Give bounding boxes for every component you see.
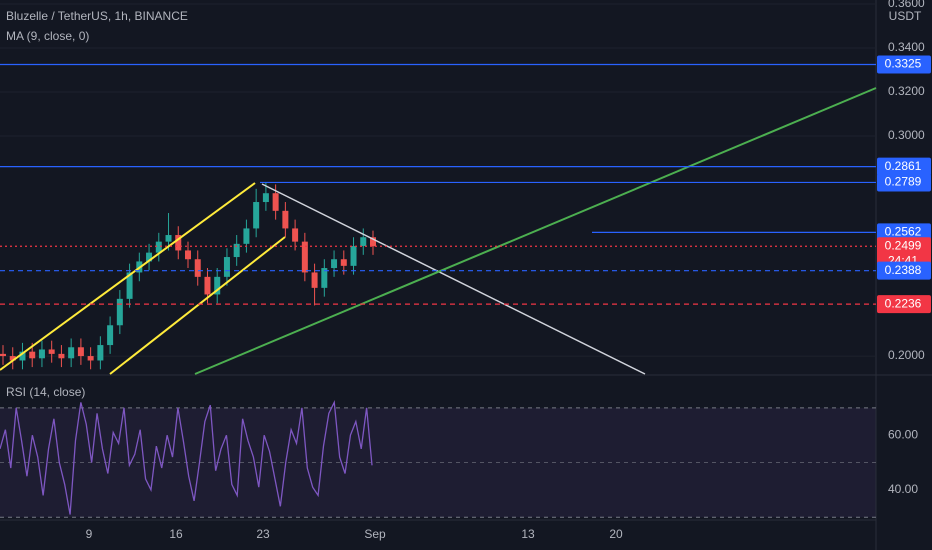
price-tag [877, 237, 931, 270]
candle-body [194, 259, 201, 277]
price-tag-label: 0.2562 [885, 225, 922, 239]
price-tag [877, 223, 931, 242]
candle-body [146, 252, 153, 262]
candle-body [58, 353, 65, 359]
candle-body [262, 193, 269, 203]
x-tick-label: 23 [256, 527, 270, 541]
rsi-line [0, 400, 373, 515]
price-tag [877, 261, 931, 280]
candle-body [126, 272, 133, 299]
candle-body [165, 235, 172, 242]
currency-label: USDT [889, 9, 922, 23]
candle-body [301, 241, 308, 273]
x-tick-label: 16 [169, 527, 183, 541]
candle-body [0, 353, 6, 357]
channel-line [109, 236, 286, 375]
candle-body [321, 268, 328, 288]
y-tick-label: 0.3600 [888, 0, 925, 10]
candle-body [87, 356, 94, 361]
candle-body [243, 228, 250, 244]
candle-body [360, 237, 367, 247]
indicator-title: MA (9, close, 0) [6, 29, 89, 43]
candle-body [282, 210, 289, 229]
candle-body [204, 276, 211, 295]
price-tag [877, 295, 931, 314]
candle-body [77, 347, 84, 357]
price-tag-label: 0.2236 [885, 296, 922, 310]
candle-body [253, 202, 260, 229]
price-tag [877, 55, 931, 74]
price-tag-label: 0.2388 [885, 263, 922, 277]
candle-body [175, 235, 182, 251]
price-tag-label: 0.3325 [885, 57, 922, 71]
price-tag-label: 0.2861 [885, 159, 922, 173]
candle-body [292, 228, 299, 242]
rsi-tick-label: 60.00 [888, 427, 918, 441]
price-tag-label: 0.2789 [885, 175, 922, 189]
x-tick-label: 20 [609, 527, 623, 541]
candle-body [214, 276, 221, 295]
price-tag-label: 0.2499 [885, 238, 922, 252]
candle-body [107, 325, 114, 346]
candle-body [311, 272, 318, 288]
y-tick-label: 0.3200 [888, 84, 925, 98]
y-tick-label: 0.3000 [888, 128, 925, 142]
candle-body [185, 250, 191, 260]
candle-body [272, 193, 279, 211]
price-pane [0, 3, 876, 370]
y-tick-label: 0.3400 [888, 40, 925, 54]
x-tick-label: 9 [86, 527, 93, 541]
candle-body [340, 259, 347, 266]
rsi-title: RSI (14, close) [6, 385, 85, 399]
candle-body [223, 257, 230, 277]
candle-body [9, 356, 16, 361]
candle-body [116, 298, 123, 326]
x-tick-label: Sep [364, 527, 386, 541]
candle-body [48, 349, 55, 354]
y-tick-label: 0.2000 [888, 348, 925, 362]
candle-body [155, 241, 162, 253]
symbol-title: Bluzelle / TetherUS, 1h, BINANCE [6, 9, 188, 23]
candle-body [370, 237, 376, 247]
price-tag [877, 173, 931, 192]
candle-body [350, 246, 357, 266]
candle-body [331, 259, 338, 269]
channel-line [0, 182, 256, 371]
candle-body [29, 351, 36, 359]
trend-line [194, 87, 877, 375]
price-tag [877, 157, 931, 176]
trend-line [261, 183, 646, 375]
candle-body [233, 243, 240, 258]
candle-body [68, 347, 75, 359]
candle-body [97, 345, 104, 361]
drawings [0, 87, 877, 375]
x-tick-label: 13 [521, 527, 535, 541]
candle-body [38, 349, 45, 359]
rsi-tick-label: 40.00 [888, 482, 918, 496]
candle-body [19, 351, 26, 361]
